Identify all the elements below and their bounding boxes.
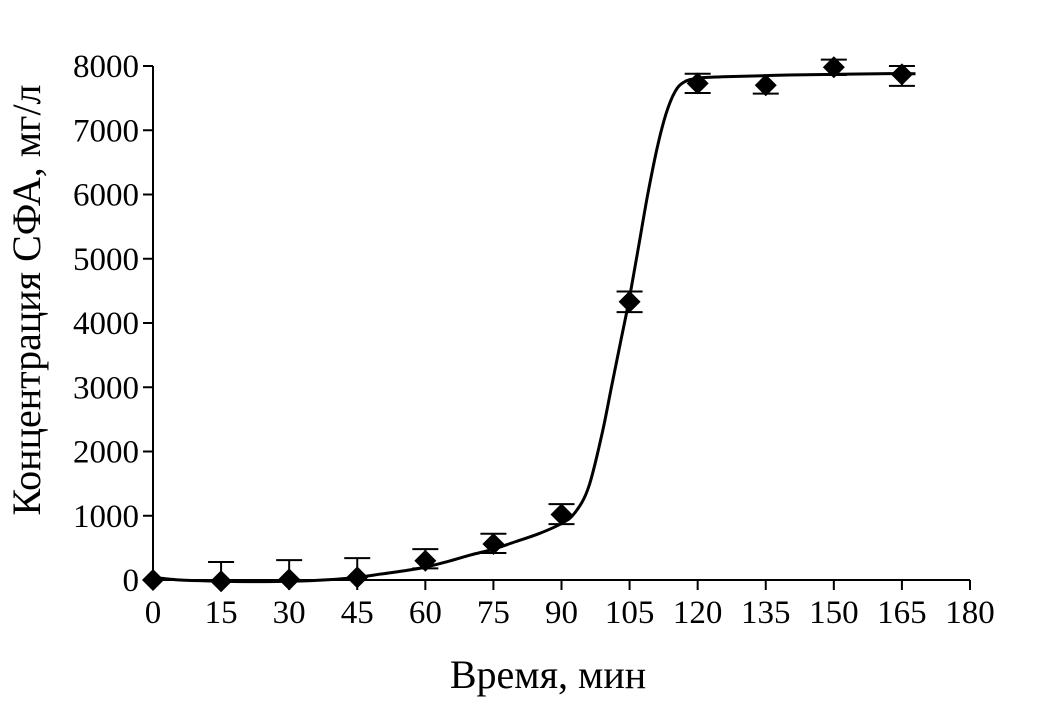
data-point-marker — [210, 570, 233, 593]
y-axis-title: Концентрация СФА, мг/л — [4, 84, 49, 515]
data-point-marker — [482, 533, 505, 556]
error-bars — [208, 58, 915, 582]
y-tick-label: 6000 — [73, 178, 139, 214]
plot-area: 0 1000 2000 3000 4000 5000 6000 7000 8000 0 15 30 4… — [73, 49, 995, 631]
x-tick-label: 30 — [273, 595, 306, 631]
x-tick-label: 180 — [945, 595, 995, 631]
x-tick-label: 75 — [477, 595, 510, 631]
data-point-marker — [278, 568, 301, 591]
x-tick-label: 15 — [205, 595, 238, 631]
x-tick-label: 120 — [673, 595, 723, 631]
data-point-marker — [890, 63, 913, 86]
data-point-marker — [686, 72, 709, 95]
fit-curve — [152, 72, 916, 584]
y-tick-label: 1000 — [73, 499, 139, 535]
y-tick-label: 4000 — [73, 306, 139, 342]
y-tick-label: 5000 — [73, 242, 139, 278]
y-tick-label: 3000 — [73, 370, 139, 406]
y-tick-label: 7000 — [73, 113, 139, 149]
x-tick-label: 165 — [877, 595, 927, 631]
data-point-marker — [142, 569, 164, 591]
data-point-marker — [618, 290, 641, 313]
x-tick-label: 0 — [145, 595, 162, 631]
y-ticks: 0 1000 2000 3000 4000 5000 6000 7000 8000 — [73, 49, 153, 599]
x-axis-title: Время, мин — [450, 652, 646, 697]
y-tick-label: 2000 — [73, 435, 139, 471]
x-tick-label: 60 — [409, 595, 442, 631]
data-point-marker — [550, 503, 573, 526]
x-tick-label: 105 — [605, 595, 655, 631]
data-point-marker — [754, 74, 777, 97]
x-tick-label: 45 — [341, 595, 374, 631]
data-point-marker — [414, 549, 437, 572]
data-point-marker — [822, 56, 845, 79]
x-ticks: 0 15 30 45 60 75 90 105 120 135 150 165 180 — [145, 580, 995, 631]
y-tick-label: 0 — [123, 563, 140, 599]
x-tick-label: 135 — [741, 595, 791, 631]
data-markers — [142, 56, 913, 593]
data-point-marker — [346, 566, 369, 589]
x-tick-label: 150 — [809, 595, 859, 631]
y-tick-label: 8000 — [73, 49, 139, 85]
x-tick-label: 90 — [545, 595, 578, 631]
